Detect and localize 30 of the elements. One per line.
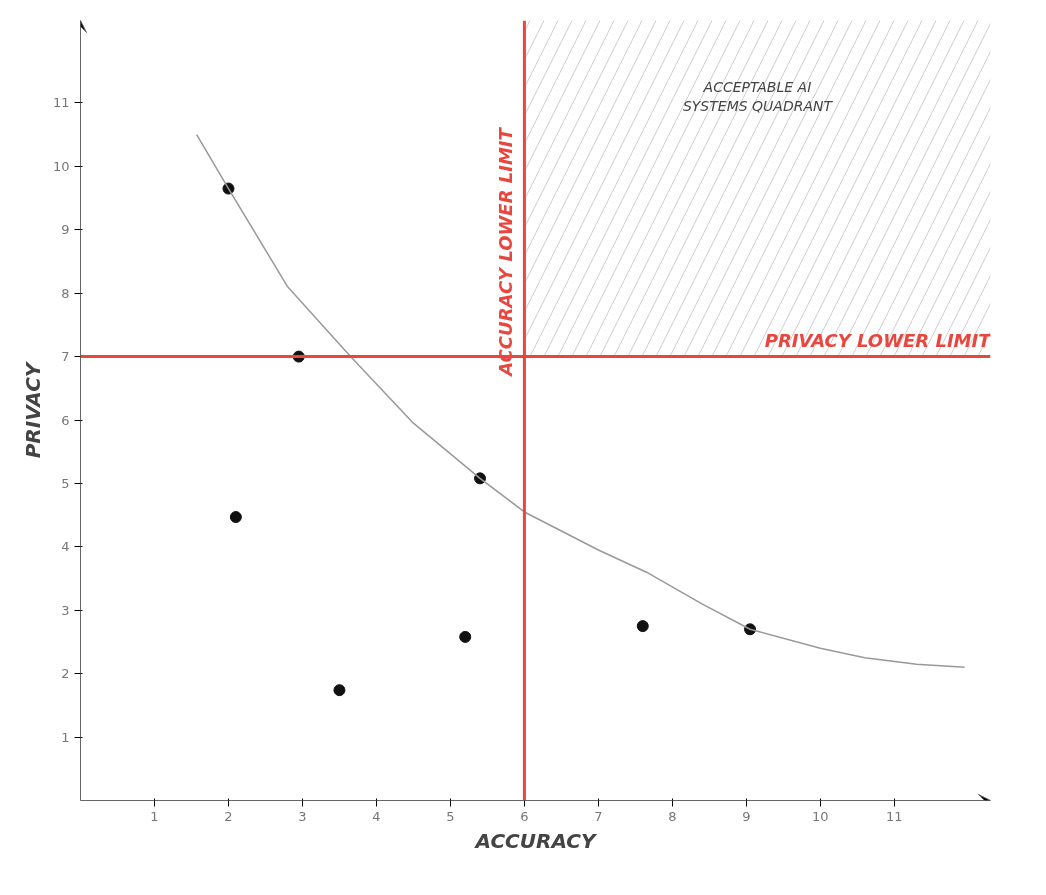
y-tick-label: 7 bbox=[61, 349, 70, 365]
x-tick-label: 3 bbox=[298, 808, 307, 824]
point bbox=[459, 630, 472, 643]
x-tick-label: 7 bbox=[594, 808, 603, 824]
band-label: ACCEPTABLE AI SYSTEMS QUADRANT bbox=[682, 79, 834, 115]
y-tick-label: 6 bbox=[61, 412, 70, 428]
y-tick-label: 1 bbox=[61, 729, 70, 745]
point bbox=[229, 511, 242, 524]
y-tick-label: 10 bbox=[52, 158, 70, 174]
y-tick-label: 2 bbox=[61, 666, 70, 682]
x-tick-label: 8 bbox=[668, 808, 677, 824]
x-tick-label: 5 bbox=[446, 808, 455, 824]
point bbox=[636, 620, 649, 633]
y-tick-label: 4 bbox=[61, 539, 70, 555]
x-tick-label: 9 bbox=[742, 808, 751, 824]
y-tick-label: 8 bbox=[61, 285, 70, 301]
y-axis-title: PRIVACY bbox=[20, 360, 45, 459]
point bbox=[333, 684, 346, 697]
x-tick-label: 11 bbox=[886, 808, 903, 824]
x-tick-label: 1 bbox=[150, 808, 159, 824]
y-tick-label: 3 bbox=[61, 602, 70, 618]
x-tick-label: 10 bbox=[812, 808, 829, 824]
ref-line-label: ACCURACY LOWER LIMIT bbox=[495, 126, 517, 378]
y-tick-label: 5 bbox=[61, 475, 70, 491]
y-tick-label: 11 bbox=[52, 95, 70, 111]
x-tick-label: 6 bbox=[520, 808, 529, 824]
x-axis-title: ACCURACY bbox=[473, 828, 598, 853]
x-tick-label: 4 bbox=[372, 808, 381, 824]
y-tick-label: 9 bbox=[61, 222, 70, 238]
x-tick-label: 2 bbox=[224, 808, 233, 824]
